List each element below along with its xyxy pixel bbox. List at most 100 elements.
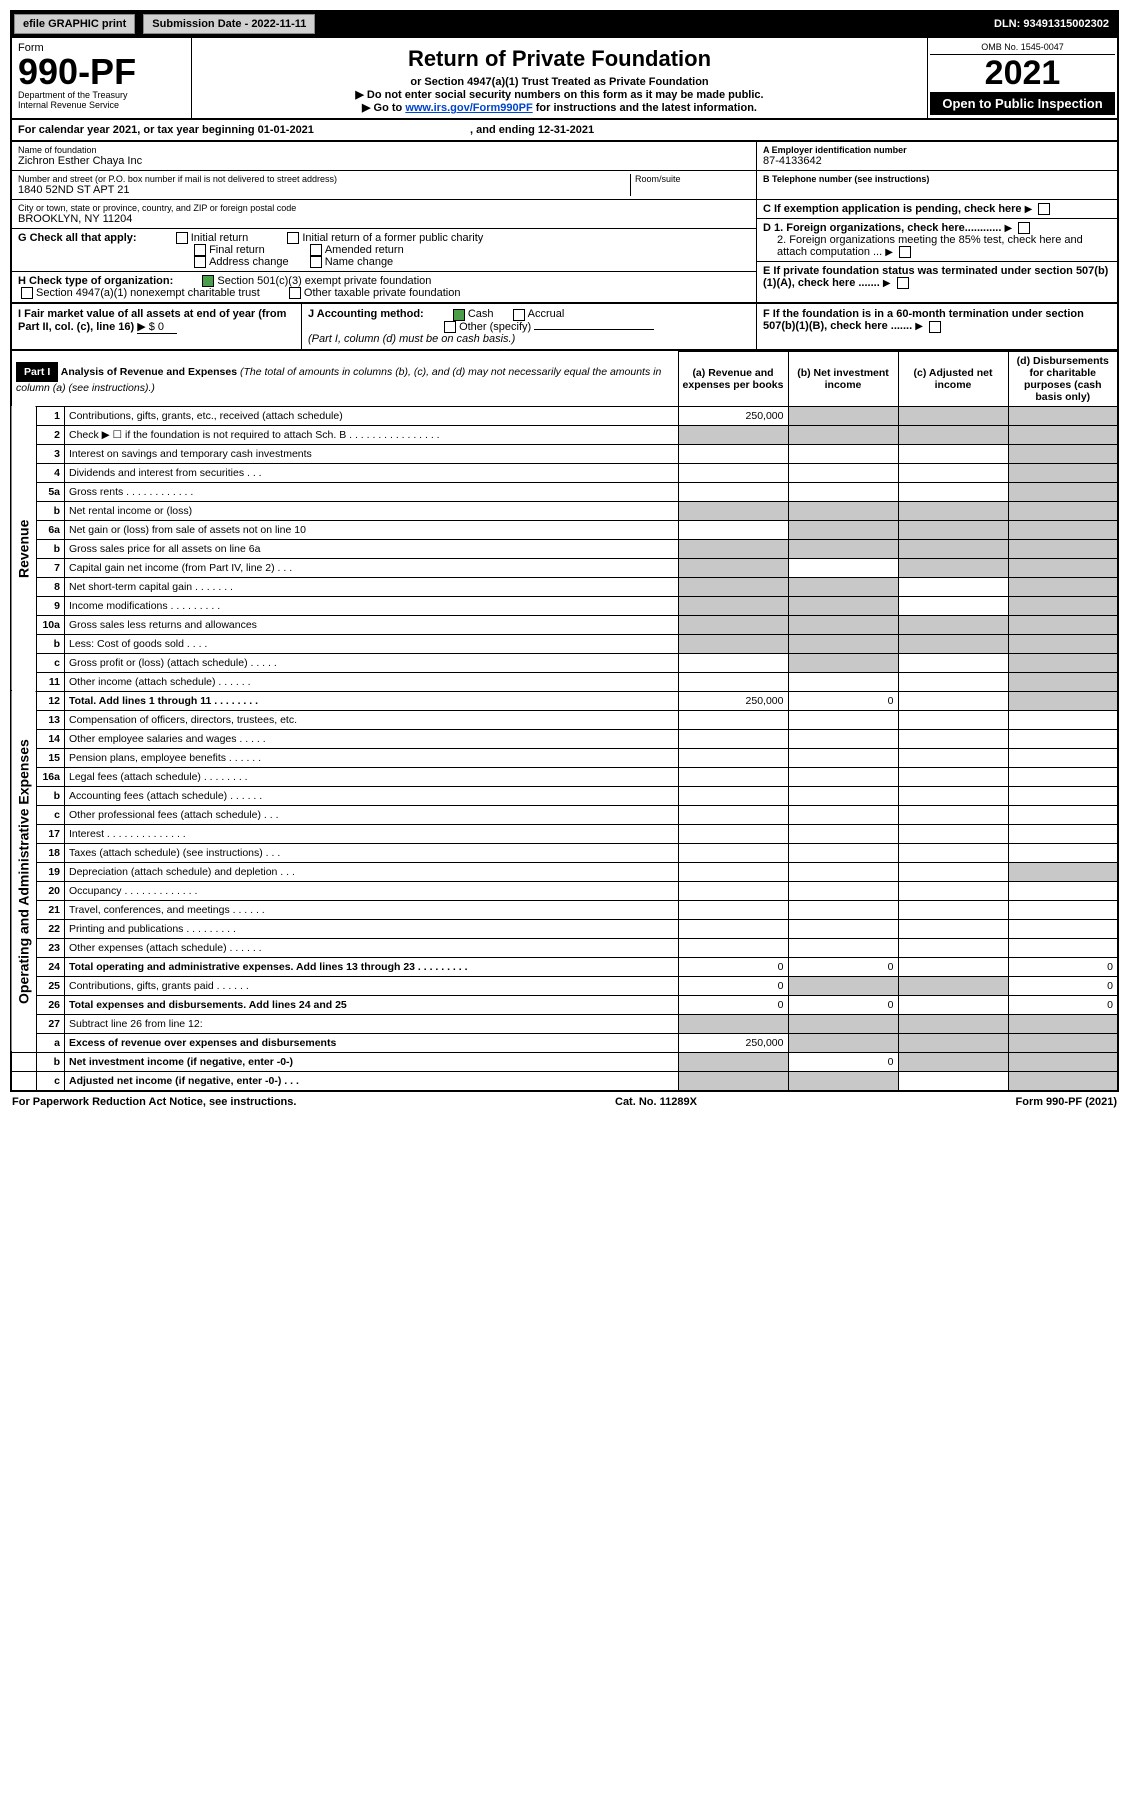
ln-9-no: 9 (37, 596, 65, 615)
checkbox-f[interactable] (929, 321, 941, 333)
checkbox-d2[interactable] (899, 246, 911, 258)
irs-label: Internal Revenue Service (18, 100, 185, 110)
ln-11-desc: Other income (attach schedule) . . . . .… (65, 672, 679, 691)
ln-1-desc: Contributions, gifts, grants, etc., rece… (65, 406, 679, 425)
opt-name-change: Name change (325, 256, 394, 268)
ln-27b-no: b (37, 1052, 65, 1071)
ln-10b-no: b (37, 634, 65, 653)
checkbox-initial-public[interactable] (287, 232, 299, 244)
ln-8-no: 8 (37, 577, 65, 596)
ln-16a-desc: Legal fees (attach schedule) . . . . . .… (65, 767, 679, 786)
ln-22-desc: Printing and publications . . . . . . . … (65, 919, 679, 938)
dln-label: DLN: 93491315002302 (994, 18, 1115, 30)
ln-4-desc: Dividends and interest from securities .… (65, 463, 679, 482)
note-goto-pre: ▶ Go to (362, 102, 405, 114)
ln-27-no: 27 (37, 1014, 65, 1033)
open-inspection-badge: Open to Public Inspection (930, 92, 1115, 115)
checkbox-e[interactable] (897, 277, 909, 289)
ln-5b-desc: Net rental income or (loss) (65, 501, 679, 520)
ln-24-desc: Total operating and administrative expen… (65, 957, 679, 976)
tax-year: 2021 (930, 55, 1115, 92)
col-a-hdr: (a) Revenue and expenses per books (678, 351, 788, 406)
ln-11-no: 11 (37, 672, 65, 691)
ln-23-desc: Other expenses (attach schedule) . . . .… (65, 938, 679, 957)
ln-16c-no: c (37, 805, 65, 824)
checkbox-other-taxable[interactable] (289, 287, 301, 299)
tel-label: B Telephone number (see instructions) (763, 174, 1111, 184)
ln-1-a: 250,000 (678, 406, 788, 425)
ln-4-no: 4 (37, 463, 65, 482)
ln-5b-no: b (37, 501, 65, 520)
ln-27a-desc: Excess of revenue over expenses and disb… (65, 1033, 679, 1052)
foundation-name: Zichron Esther Chaya Inc (18, 155, 750, 167)
checkbox-amended[interactable] (310, 244, 322, 256)
ln-12-a: 250,000 (678, 691, 788, 710)
ln-7-no: 7 (37, 558, 65, 577)
checkbox-initial-return[interactable] (176, 232, 188, 244)
ln-21-no: 21 (37, 900, 65, 919)
checkbox-other-method[interactable] (444, 321, 456, 333)
ln-10b-desc: Less: Cost of goods sold . . . . (65, 634, 679, 653)
footer: For Paperwork Reduction Act Notice, see … (10, 1092, 1119, 1112)
ln-12-desc: Total. Add lines 1 through 11 . . . . . … (65, 691, 679, 710)
efile-print-button[interactable]: efile GRAPHIC print (14, 14, 135, 34)
top-bar: efile GRAPHIC print Submission Date - 20… (10, 10, 1119, 38)
j-note: (Part I, column (d) must be on cash basi… (308, 333, 515, 345)
checkbox-d1[interactable] (1018, 222, 1030, 234)
address-label: Number and street (or P.O. box number if… (18, 174, 630, 184)
ln-17-no: 17 (37, 824, 65, 843)
j-label: J Accounting method: (308, 308, 424, 320)
form990pf-link[interactable]: www.irs.gov/Form990PF (405, 102, 532, 114)
ln-18-desc: Taxes (attach schedule) (see instruction… (65, 843, 679, 862)
ln-19-desc: Depreciation (attach schedule) and deple… (65, 862, 679, 881)
footer-right: Form 990-PF (2021) (1016, 1096, 1117, 1108)
arrow-icon (915, 320, 923, 332)
note-goto: ▶ Go to www.irs.gov/Form990PF for instru… (202, 101, 917, 114)
note-ssn: ▶ Do not enter social security numbers o… (202, 88, 917, 101)
checkbox-final-return[interactable] (194, 244, 206, 256)
ln-10a-desc: Gross sales less returns and allowances (65, 615, 679, 634)
checkbox-4947[interactable] (21, 287, 33, 299)
ln-14-desc: Other employee salaries and wages . . . … (65, 729, 679, 748)
ln-16c-desc: Other professional fees (attach schedule… (65, 805, 679, 824)
part1-badge: Part I (16, 362, 58, 382)
checkbox-name-change[interactable] (310, 256, 322, 268)
ln-25-a: 0 (678, 976, 788, 995)
checkbox-exemption-pending[interactable] (1038, 203, 1050, 215)
room-label: Room/suite (635, 174, 750, 184)
ln-6b-no: b (37, 539, 65, 558)
part1-table: Part I Analysis of Revenue and Expenses … (10, 351, 1119, 1092)
form-number: 990-PF (18, 54, 185, 90)
ln-5a-no: 5a (37, 482, 65, 501)
ln-24-d: 0 (1008, 957, 1118, 976)
ln-19-no: 19 (37, 862, 65, 881)
ln-26-d: 0 (1008, 995, 1118, 1014)
checkbox-accrual[interactable] (513, 309, 525, 321)
opt-accrual: Accrual (528, 308, 565, 320)
ln-8-desc: Net short-term capital gain . . . . . . … (65, 577, 679, 596)
checkbox-cash[interactable] (453, 309, 465, 321)
ln-25-no: 25 (37, 976, 65, 995)
ln-16b-no: b (37, 786, 65, 805)
ln-6a-desc: Net gain or (loss) from sale of assets n… (65, 520, 679, 539)
ln-12-no: 12 (37, 691, 65, 710)
i-value: ▶ $ 0 (137, 320, 177, 334)
d1-label: D 1. Foreign organizations, check here..… (763, 222, 1001, 234)
form-subtitle: or Section 4947(a)(1) Trust Treated as P… (202, 76, 917, 88)
dept-label: Department of the Treasury (18, 90, 185, 100)
calendar-year-row: For calendar year 2021, or tax year begi… (10, 120, 1119, 142)
ln-12-b: 0 (788, 691, 898, 710)
cal-begin: For calendar year 2021, or tax year begi… (18, 124, 314, 136)
ln-26-no: 26 (37, 995, 65, 1014)
ln-20-desc: Occupancy . . . . . . . . . . . . . (65, 881, 679, 900)
ln-13-desc: Compensation of officers, directors, tru… (65, 710, 679, 729)
ln-7-desc: Capital gain net income (from Part IV, l… (65, 558, 679, 577)
ln-2-no: 2 (37, 425, 65, 444)
checkbox-address-change[interactable] (194, 256, 206, 268)
opt-cash: Cash (468, 308, 494, 320)
checkbox-501c3[interactable] (202, 275, 214, 287)
ln-27a-a: 250,000 (678, 1033, 788, 1052)
ln-18-no: 18 (37, 843, 65, 862)
omb-label: OMB No. 1545-0047 (930, 40, 1115, 55)
opt-final-return: Final return (209, 244, 265, 256)
